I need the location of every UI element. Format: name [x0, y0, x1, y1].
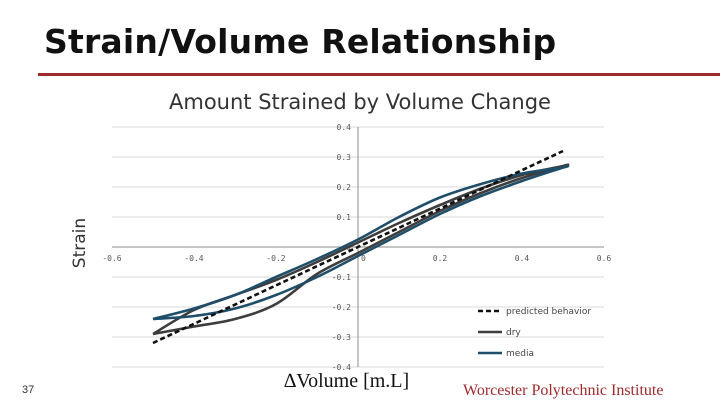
- legend-label: dry: [506, 328, 521, 338]
- legend-label: predicted behavior: [506, 307, 591, 317]
- series-line-dry: [152, 163, 570, 336]
- series-line-media: [152, 164, 570, 321]
- page-number: 37: [22, 384, 35, 396]
- y-tick-label: 0.3: [337, 153, 352, 162]
- chart-title: Amount Strained by Volume Change: [169, 90, 551, 114]
- y-tick-label: 0.2: [337, 183, 352, 192]
- y-tick-label: -0.2: [332, 303, 351, 312]
- x-tick-label: 0: [361, 254, 366, 263]
- y-tick-label: -0.4: [332, 363, 351, 372]
- series-line-predicted-behavior: [152, 149, 564, 345]
- footer-institution: Worcester Polytechnic Institute: [463, 382, 664, 399]
- data-series: [152, 149, 570, 345]
- title-underline: [38, 73, 720, 76]
- x-axis-label: ∆Volume [m.L]: [284, 370, 410, 392]
- x-tick-label: -0.6: [102, 254, 121, 263]
- y-tick-label: -0.3: [332, 333, 351, 342]
- slide-title: Strain/Volume Relationship: [44, 22, 557, 61]
- legend: predicted behavior dry media: [478, 307, 591, 359]
- y-tick-label: 0.1: [337, 213, 352, 222]
- x-tick-label: 0.2: [433, 254, 448, 263]
- legend-label: media: [506, 349, 534, 359]
- y-tick-label: 0.4: [337, 123, 352, 132]
- x-tick-label: 0.6: [597, 254, 612, 263]
- y-tick-label: -0.1: [332, 273, 351, 282]
- x-tick-label: -0.2: [266, 254, 285, 263]
- x-tick-label: 0.4: [515, 254, 530, 263]
- x-tick-label: -0.4: [184, 254, 203, 263]
